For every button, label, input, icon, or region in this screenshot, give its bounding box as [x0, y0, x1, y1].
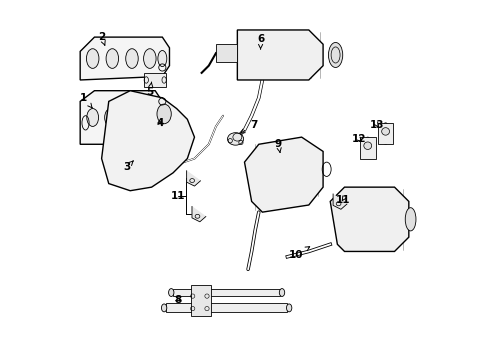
Polygon shape	[144, 73, 165, 87]
Ellipse shape	[227, 133, 243, 145]
Polygon shape	[165, 303, 287, 312]
Polygon shape	[359, 137, 375, 158]
Ellipse shape	[279, 289, 284, 296]
Ellipse shape	[86, 49, 99, 68]
Text: 6: 6	[257, 34, 264, 49]
Ellipse shape	[143, 49, 156, 68]
Ellipse shape	[286, 304, 291, 312]
Ellipse shape	[122, 109, 134, 126]
Ellipse shape	[381, 128, 389, 135]
FancyBboxPatch shape	[190, 285, 210, 316]
Ellipse shape	[381, 123, 389, 144]
Text: 2: 2	[98, 32, 105, 45]
Text: 11: 11	[335, 195, 349, 204]
Text: 10: 10	[288, 247, 309, 260]
Polygon shape	[216, 44, 237, 62]
Ellipse shape	[138, 109, 150, 126]
Text: 1: 1	[80, 93, 92, 108]
Polygon shape	[80, 91, 162, 144]
Polygon shape	[80, 37, 169, 80]
Ellipse shape	[86, 109, 99, 126]
Polygon shape	[329, 187, 408, 251]
Ellipse shape	[104, 109, 116, 126]
Text: 12: 12	[351, 134, 366, 144]
Ellipse shape	[157, 104, 171, 124]
Ellipse shape	[106, 49, 118, 68]
Ellipse shape	[168, 289, 174, 296]
Polygon shape	[332, 194, 346, 209]
Polygon shape	[192, 206, 206, 222]
Polygon shape	[237, 30, 323, 80]
Text: 3: 3	[123, 161, 133, 172]
Ellipse shape	[405, 208, 415, 231]
Ellipse shape	[125, 49, 138, 68]
Ellipse shape	[328, 42, 342, 67]
Ellipse shape	[161, 304, 166, 312]
Text: 9: 9	[274, 139, 282, 152]
Text: 5: 5	[146, 82, 153, 98]
Polygon shape	[186, 170, 201, 186]
Ellipse shape	[363, 142, 371, 149]
Ellipse shape	[158, 50, 166, 67]
Ellipse shape	[363, 137, 371, 158]
Text: 7: 7	[240, 120, 257, 133]
Polygon shape	[244, 137, 323, 212]
Polygon shape	[173, 289, 280, 296]
Text: 13: 13	[369, 120, 383, 130]
Polygon shape	[102, 91, 194, 191]
Polygon shape	[377, 123, 393, 144]
Text: 4: 4	[157, 118, 164, 128]
Text: 11: 11	[171, 191, 185, 201]
Text: 8: 8	[175, 295, 182, 305]
